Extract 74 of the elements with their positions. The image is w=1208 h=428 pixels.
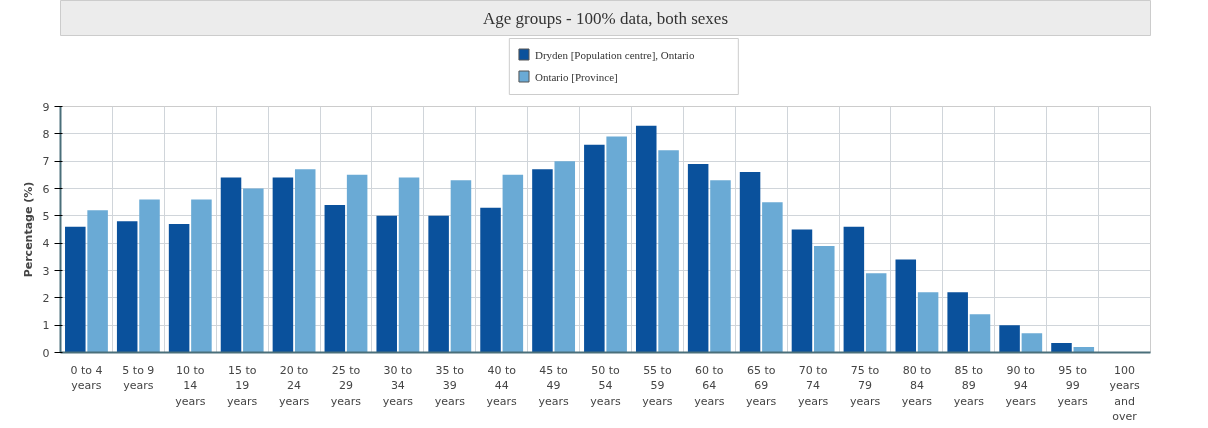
x-tick-label: 45 to 49 years — [538, 363, 569, 408]
bar — [947, 292, 968, 353]
bar — [635, 125, 657, 353]
y-tick-label: 0 — [42, 346, 50, 360]
x-tick-label: 5 to 9 years — [122, 363, 155, 393]
bar — [687, 163, 709, 353]
x-tick-label: 50 to 54 years — [590, 363, 621, 408]
bar — [139, 199, 160, 353]
bar — [480, 207, 501, 353]
bar — [791, 229, 813, 353]
x-tick-label: 75 to 79 years — [849, 363, 881, 408]
bar — [346, 174, 368, 353]
x-tick-label: 60 to 64 years — [694, 363, 725, 408]
bar — [87, 210, 108, 353]
legend-label: Dryden [Population centre], Ontario — [534, 48, 695, 61]
x-tick-label: 0 to 4 years — [70, 363, 103, 393]
bar — [843, 226, 865, 353]
x-tick-label: 20 to 24 years — [278, 363, 310, 408]
x-tick-label: 85 to 89 years — [953, 363, 985, 408]
x-tick-label: 25 to 29 years — [330, 363, 362, 408]
bar — [1051, 342, 1072, 353]
bar — [865, 273, 887, 353]
bar — [739, 172, 761, 353]
bar — [243, 188, 264, 353]
bar — [814, 245, 835, 353]
y-tick-label: 6 — [42, 182, 50, 196]
bar — [191, 199, 212, 353]
x-tick-label: 15 to 19 years — [227, 363, 258, 408]
bar — [554, 161, 576, 353]
x-tick-label: 100 years and over — [1109, 363, 1140, 424]
y-tick-label: 4 — [42, 237, 50, 251]
bar — [398, 177, 420, 353]
bar — [762, 202, 783, 353]
bar — [272, 177, 294, 353]
bar — [999, 325, 1020, 353]
y-tick-label: 5 — [42, 209, 50, 223]
bar — [502, 174, 524, 353]
x-tick-label: 55 to 59 years — [642, 363, 673, 408]
bar — [917, 292, 939, 353]
bar — [584, 144, 605, 353]
x-tick-label: 40 to 44 years — [486, 363, 518, 408]
bar — [220, 177, 242, 353]
y-tick-label: 1 — [42, 319, 50, 333]
x-tick-label: 95 to 99 years — [1057, 363, 1089, 408]
y-tick-label: 2 — [42, 291, 50, 305]
x-tick-label: 70 to 74 years — [797, 363, 829, 408]
x-tick-label: 30 to 34 years — [382, 363, 414, 408]
y-tick-label: 9 — [42, 100, 50, 114]
bar — [606, 136, 627, 353]
bar — [168, 224, 190, 353]
bar — [710, 180, 731, 353]
bar — [294, 169, 316, 353]
y-tick-label: 8 — [42, 127, 50, 141]
x-tick-label: 65 to 69 years — [746, 363, 777, 408]
bar — [376, 215, 397, 353]
chart-title: Age groups - 100% data, both sexes — [482, 9, 729, 28]
y-tick-label: 3 — [42, 264, 50, 278]
bar — [1021, 333, 1043, 353]
x-tick-label: 90 to 94 years — [1005, 363, 1037, 408]
x-tick-label: 80 to 84 years — [901, 363, 933, 408]
bar — [658, 150, 679, 353]
bar — [969, 314, 991, 353]
bar — [532, 169, 553, 353]
bar — [895, 259, 917, 353]
bar — [65, 226, 86, 353]
bar — [324, 204, 346, 353]
legend-label: Ontario [Province] — [534, 70, 618, 83]
x-tick-label: 35 to 39 years — [434, 363, 466, 408]
x-tick-label: 10 to 14 years — [175, 363, 206, 408]
y-tick-label: 7 — [42, 155, 50, 169]
y-axis-title: Percentage (%) — [21, 181, 35, 278]
bar — [450, 180, 472, 353]
bar — [428, 215, 449, 353]
bar — [116, 221, 138, 353]
